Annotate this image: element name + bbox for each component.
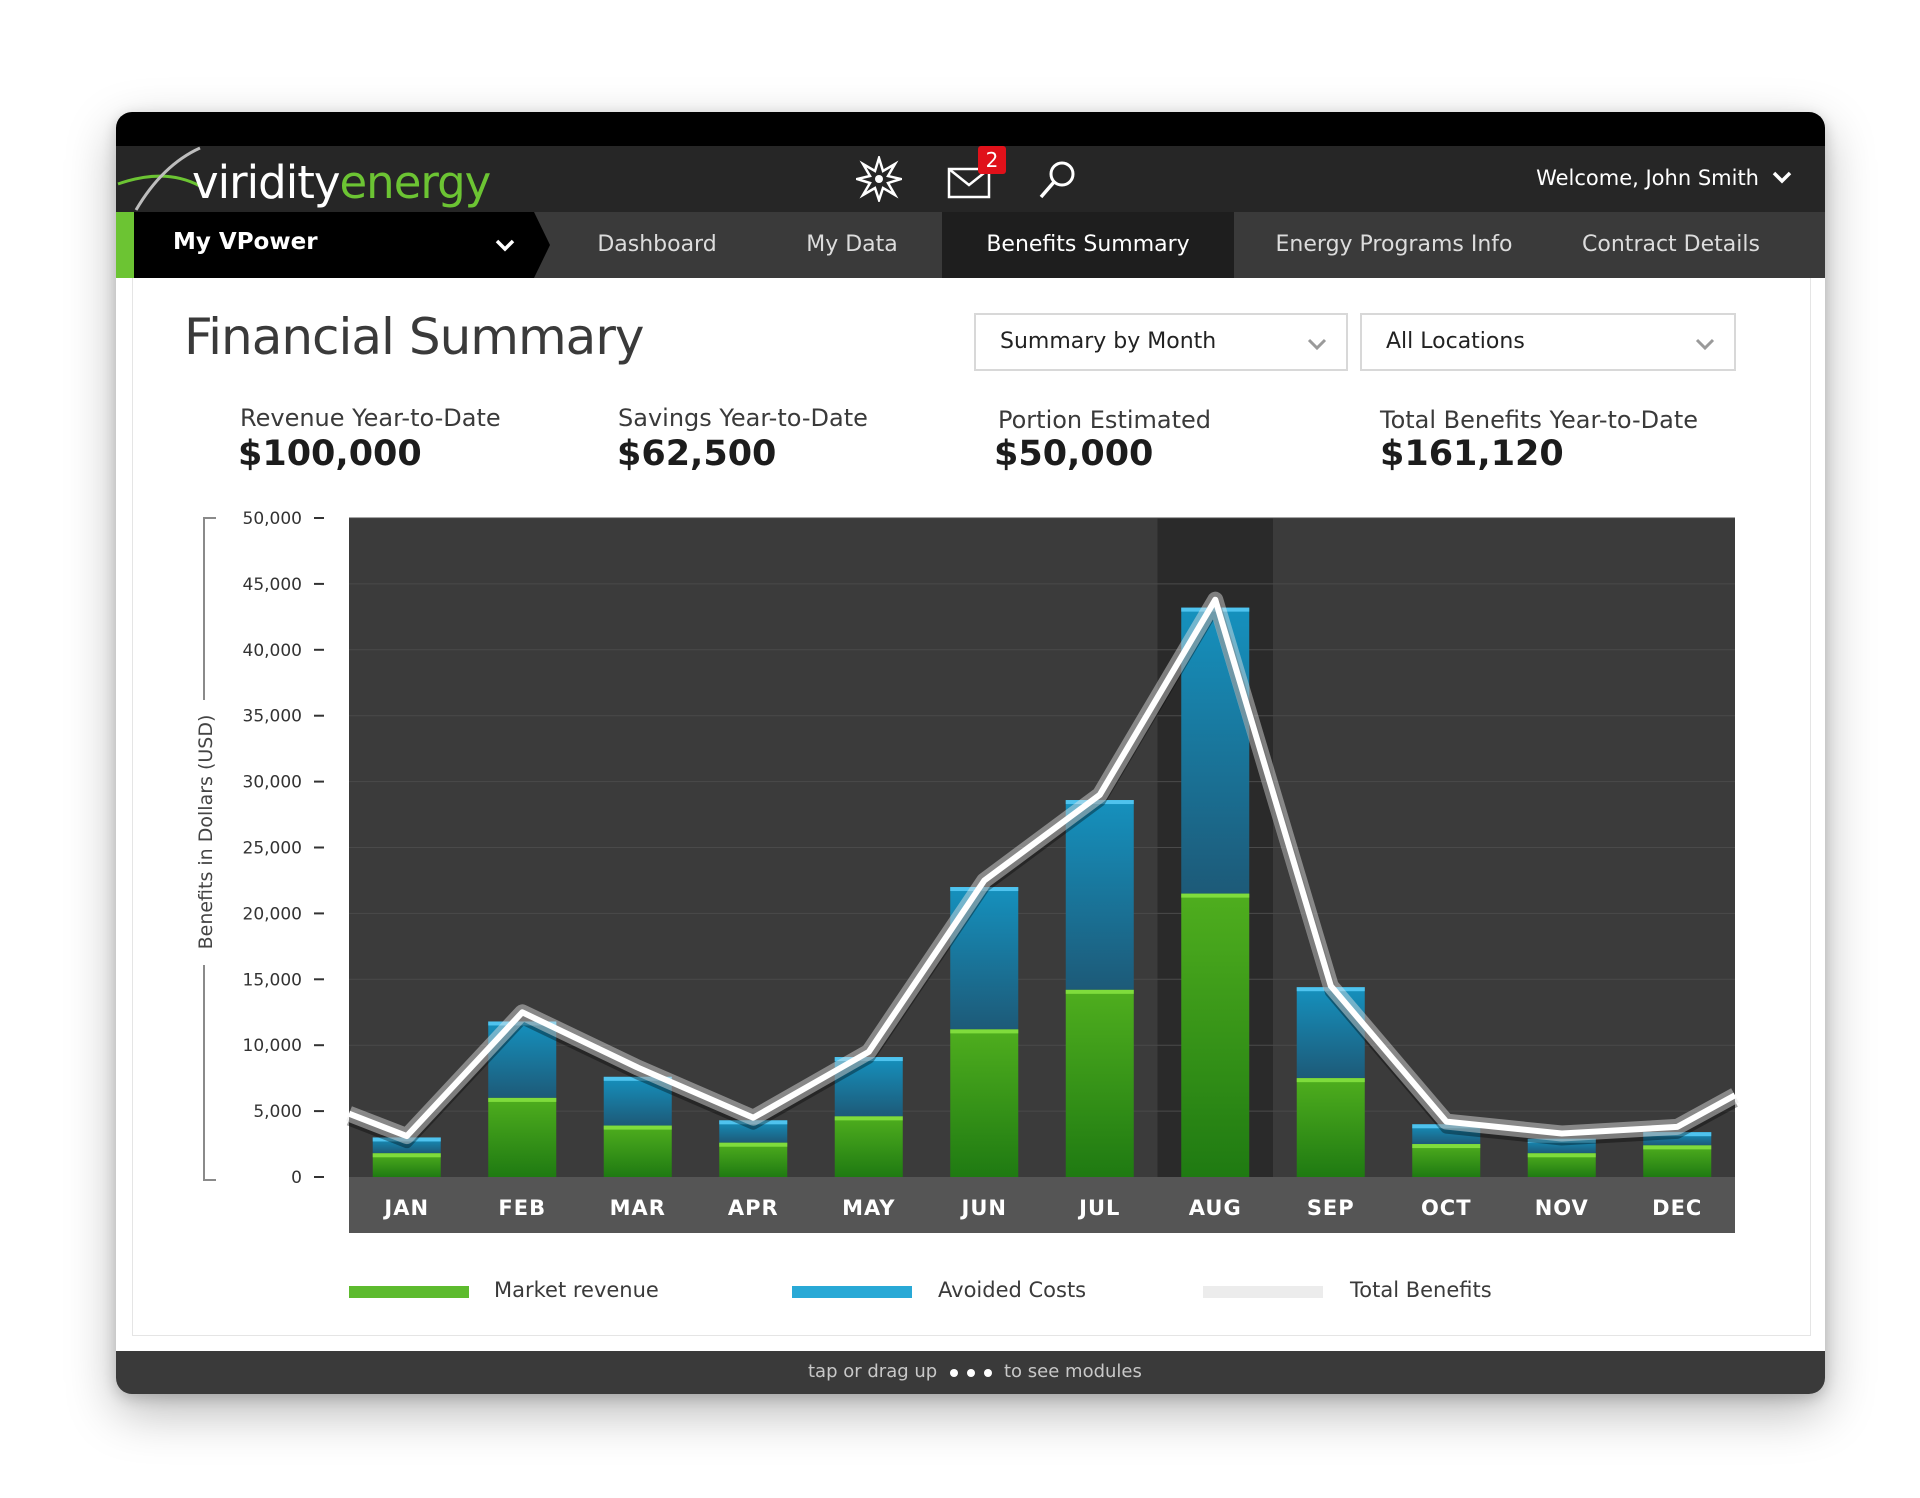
x-tick-label: DEC [1652, 1196, 1702, 1220]
x-tick-label: NOV [1535, 1196, 1589, 1220]
y-tick-label: 15,000 [243, 970, 302, 990]
y-tick-label: 35,000 [243, 707, 302, 727]
x-tick-label: JUN [960, 1196, 1007, 1220]
legend-total-benefits: Total Benefits [1350, 1278, 1492, 1302]
bar-market-revenue-oct [1412, 1144, 1480, 1177]
bar-cap-market-dec [1643, 1145, 1711, 1149]
legend-swatch-total-benefits [1203, 1286, 1323, 1298]
y-tick-label: 20,000 [243, 904, 302, 924]
bar-cap-market-nov [1528, 1153, 1596, 1157]
bar-market-revenue-apr [719, 1143, 787, 1177]
x-tick-label: APR [728, 1196, 779, 1220]
y-axis-bracket-bottom [204, 965, 216, 1180]
bar-market-revenue-aug [1181, 894, 1249, 1177]
y-tick-label: 0 [291, 1168, 302, 1188]
x-tick-label: JAN [382, 1196, 429, 1220]
legend-swatch-avoided-costs [792, 1286, 912, 1298]
x-tick-label: SEP [1307, 1196, 1355, 1220]
y-tick-label: 50,000 [243, 509, 302, 529]
bar-cap-market-jan [373, 1153, 441, 1157]
bar-cap-market-may [835, 1116, 903, 1120]
bar-market-revenue-feb [488, 1098, 556, 1177]
bar-cap-market-sep [1297, 1078, 1365, 1082]
x-axis-band [349, 1177, 1735, 1233]
bar-cap-market-mar [604, 1126, 672, 1130]
y-tick-label: 25,000 [243, 839, 302, 859]
bar-cap-market-aug [1181, 894, 1249, 898]
legend-swatch-market-revenue [349, 1286, 469, 1298]
y-tick-label: 40,000 [243, 641, 302, 661]
x-tick-label: MAR [610, 1196, 666, 1220]
bar-market-revenue-dec [1643, 1145, 1711, 1177]
y-axis-bracket-top [204, 518, 216, 700]
bar-market-revenue-jul [1066, 990, 1134, 1177]
bar-market-revenue-jun [950, 1029, 1018, 1177]
legend-market-revenue: Market revenue [494, 1278, 659, 1302]
y-tick-label: 10,000 [243, 1036, 302, 1056]
bar-market-revenue-mar [604, 1126, 672, 1177]
bar-cap-market-jul [1066, 990, 1134, 994]
y-tick-label: 5,000 [253, 1102, 302, 1122]
bar-cap-market-jun [950, 1029, 1018, 1033]
bar-cap-market-apr [719, 1143, 787, 1147]
bar-avoided-costs-jul [1066, 800, 1134, 990]
bar-cap-market-feb [488, 1098, 556, 1102]
x-tick-label: FEB [498, 1196, 546, 1220]
bar-cap-market-oct [1412, 1144, 1480, 1148]
legend-avoided-costs: Avoided Costs [938, 1278, 1086, 1302]
x-tick-label: AUG [1189, 1196, 1242, 1220]
x-tick-label: JUL [1077, 1196, 1120, 1220]
x-tick-label: OCT [1421, 1196, 1472, 1220]
bar-market-revenue-may [835, 1116, 903, 1177]
bar-market-revenue-sep [1297, 1078, 1365, 1177]
y-tick-label: 45,000 [243, 575, 302, 595]
y-axis-title: Benefits in Dollars (USD) [195, 715, 217, 950]
y-tick-label: 30,000 [243, 773, 302, 793]
x-tick-label: MAY [842, 1196, 895, 1220]
